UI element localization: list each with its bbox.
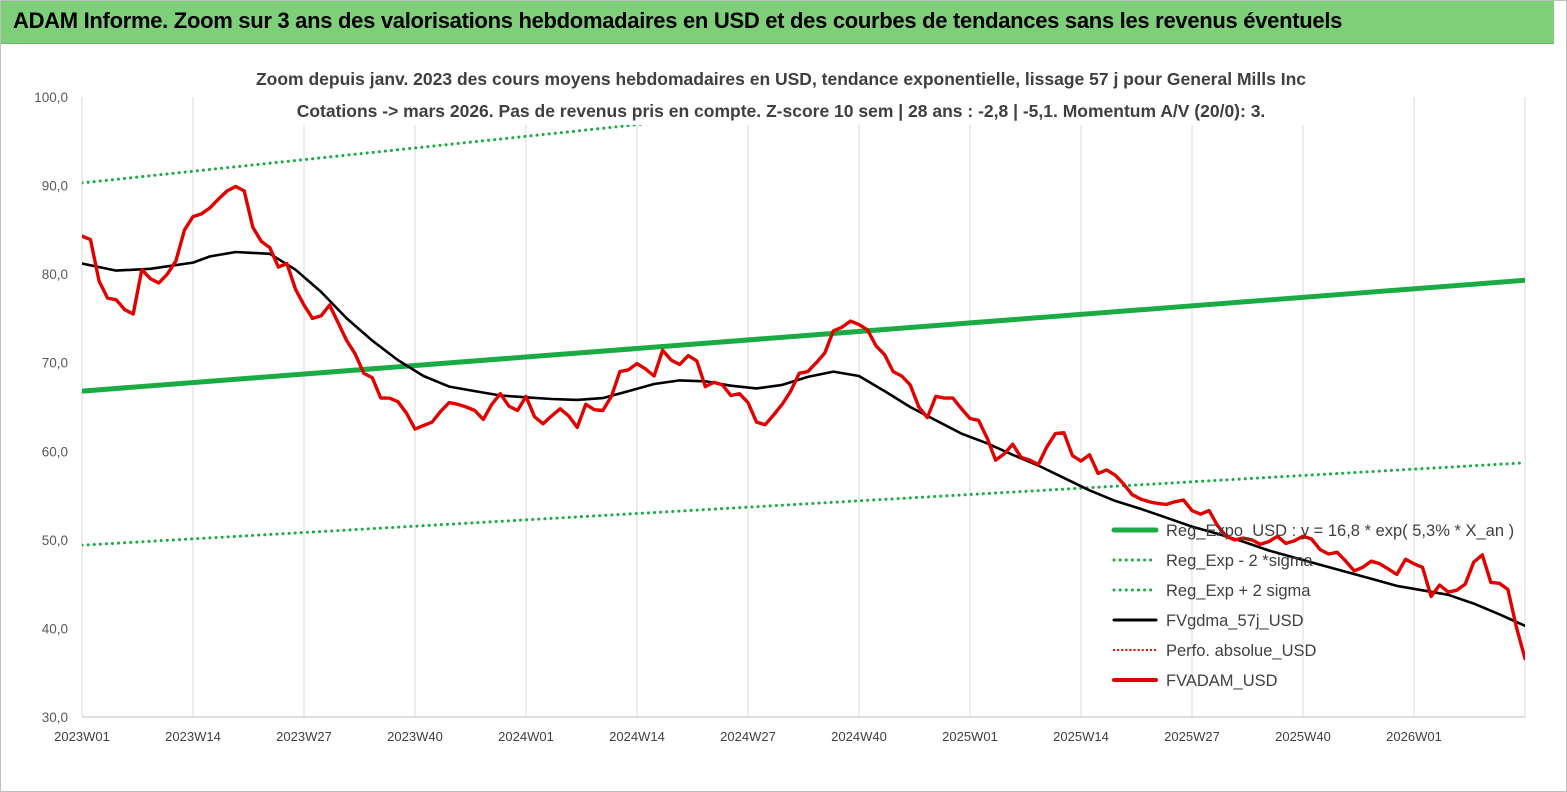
x-tick-label: 2023W01 — [54, 729, 110, 744]
y-tick-label: 90,0 — [42, 179, 68, 194]
chart-title-background — [256, 65, 1311, 125]
x-tick-label: 2024W01 — [498, 729, 554, 744]
legend-label: Reg_Expo_USD : y = 16,8 * exp( 5,3% * X_… — [1166, 522, 1514, 540]
x-tick-label: 2025W14 — [1053, 729, 1109, 744]
legend-label: Reg_Exp + 2 sigma — [1166, 582, 1311, 600]
x-tick-label: 2024W40 — [831, 729, 887, 744]
legend-label: FVADAM_USD — [1166, 672, 1278, 690]
y-tick-label: 50,0 — [42, 533, 68, 548]
series-line-5 — [82, 184, 1525, 661]
y-tick-label: 40,0 — [42, 621, 68, 636]
x-tick-label: 2026W01 — [1386, 729, 1442, 744]
x-tick-label: 2024W27 — [720, 729, 776, 744]
report-title: ADAM Informe. Zoom sur 3 ans des valoris… — [13, 8, 1343, 33]
axes: 30,0 40,0 50,0 60,0 70,0 80,0 90,0 100,0 2023W01… — [34, 90, 1525, 744]
y-tick-label: 30,0 — [42, 710, 68, 725]
chart-title-line-2: Cotations -> mars 2026. Pas de revenus p… — [297, 101, 1266, 121]
legend-label: Perfo. absolue_USD — [1166, 642, 1317, 660]
report-banner: ADAM Informe. Zoom sur 3 ans des valoris… — [1, 1, 1554, 44]
legend: Reg_Expo_USD : y = 16,8 * exp( 5,3% * X_… — [1111, 522, 1514, 690]
series-line-0 — [82, 277, 1525, 394]
x-tick-label: 2023W14 — [165, 729, 221, 744]
y-tick-label: 100,0 — [34, 90, 68, 105]
x-tick-label: 2023W40 — [387, 729, 443, 744]
x-tick-label: 2025W40 — [1275, 729, 1331, 744]
x-tick-label: 2024W14 — [609, 729, 665, 744]
x-tick-label: 2023W27 — [276, 729, 332, 744]
x-tick-label: 2025W27 — [1164, 729, 1220, 744]
legend-label: FVgdma_57j_USD — [1166, 612, 1304, 630]
y-tick-label: 80,0 — [42, 267, 68, 282]
legend-label: Reg_Exp - 2 *sigma — [1166, 552, 1314, 570]
y-tick-label: 60,0 — [42, 444, 68, 459]
grid — [81, 97, 1526, 717]
x-tick-label: 2025W01 — [942, 729, 998, 744]
series-line-3 — [82, 250, 1525, 628]
chart-title-line-1: Zoom depuis janv. 2023 des cours moyens … — [256, 69, 1306, 89]
y-tick-label: 70,0 — [42, 356, 68, 371]
